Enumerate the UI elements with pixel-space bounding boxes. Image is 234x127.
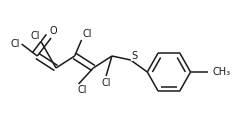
Text: Cl: Cl xyxy=(83,29,92,39)
Text: S: S xyxy=(132,51,138,61)
Text: Cl: Cl xyxy=(10,39,20,49)
Text: CH₃: CH₃ xyxy=(212,67,230,77)
Text: Cl: Cl xyxy=(31,31,40,41)
Text: O: O xyxy=(49,26,57,36)
Text: Cl: Cl xyxy=(101,78,111,88)
Text: Cl: Cl xyxy=(78,85,87,95)
